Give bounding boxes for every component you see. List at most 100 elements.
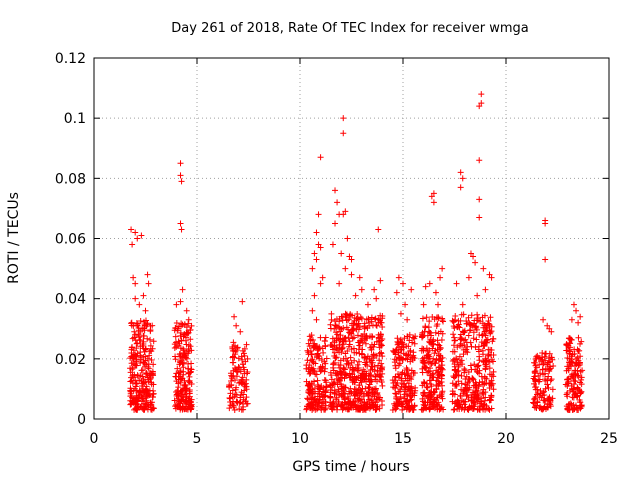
data-point	[133, 319, 140, 326]
data-point	[347, 354, 354, 361]
data-point	[389, 377, 396, 384]
data-point	[479, 332, 486, 339]
data-point	[150, 390, 157, 397]
data-point	[472, 344, 479, 351]
data-point	[377, 277, 384, 284]
data-point	[428, 360, 435, 367]
data-point	[480, 265, 487, 272]
data-point	[545, 384, 552, 391]
data-point	[227, 399, 234, 406]
data-point	[309, 307, 316, 314]
data-point	[478, 395, 485, 402]
data-point	[456, 353, 463, 360]
data-point	[345, 334, 352, 341]
data-point	[136, 301, 143, 308]
data-point	[377, 312, 384, 319]
data-point	[139, 380, 146, 387]
data-point	[187, 366, 194, 373]
data-point	[349, 401, 356, 408]
data-point	[354, 387, 361, 394]
data-point	[411, 403, 418, 410]
data-point	[467, 327, 474, 334]
data-point	[483, 402, 490, 409]
data-point	[230, 353, 237, 360]
data-point	[463, 392, 470, 399]
data-point	[310, 367, 317, 374]
data-point	[482, 357, 489, 364]
data-point	[316, 355, 323, 362]
data-point	[234, 344, 241, 351]
data-point	[178, 226, 185, 233]
data-point	[577, 403, 584, 410]
data-point	[474, 311, 481, 318]
data-point	[449, 357, 456, 364]
data-point	[187, 336, 194, 343]
data-point	[144, 271, 151, 278]
data-point	[400, 280, 406, 287]
data-point	[532, 386, 539, 393]
data-point	[568, 382, 575, 389]
data-point	[479, 381, 486, 388]
data-point	[394, 335, 401, 342]
data-point	[567, 375, 574, 382]
data-point	[419, 315, 426, 322]
data-point	[409, 392, 416, 399]
data-point	[307, 348, 314, 355]
data-point	[430, 398, 437, 405]
data-point	[390, 384, 397, 391]
data-point	[440, 318, 447, 325]
data-point	[572, 402, 579, 409]
data-point	[241, 352, 248, 359]
data-point	[418, 406, 425, 413]
data-point	[137, 317, 144, 324]
data-point	[421, 363, 428, 370]
data-point	[327, 404, 334, 411]
data-point	[333, 334, 340, 341]
data-point	[564, 342, 571, 349]
data-point	[460, 388, 467, 395]
data-point	[573, 394, 580, 401]
data-point	[428, 332, 435, 339]
data-point	[178, 357, 185, 364]
data-point	[465, 274, 472, 281]
data-point	[541, 403, 548, 410]
data-point	[175, 323, 182, 330]
data-point	[576, 396, 583, 403]
data-point	[572, 360, 579, 367]
data-point	[577, 340, 584, 347]
data-point	[405, 351, 412, 358]
data-point	[331, 359, 338, 366]
data-point	[176, 369, 183, 376]
data-point	[137, 337, 144, 344]
data-point	[566, 346, 573, 353]
data-point	[540, 389, 547, 396]
data-point	[419, 395, 426, 402]
data-point	[396, 344, 403, 351]
data-point	[463, 346, 470, 353]
data-point	[173, 391, 180, 398]
data-point	[182, 337, 189, 344]
data-point	[304, 403, 311, 410]
data-point	[396, 355, 403, 362]
data-point	[450, 356, 457, 363]
data-point	[349, 377, 356, 384]
data-point	[368, 314, 375, 321]
data-point	[478, 100, 485, 107]
data-point	[320, 349, 327, 356]
data-point	[406, 386, 413, 393]
data-point	[451, 324, 458, 331]
data-point	[142, 345, 149, 352]
data-point	[322, 334, 329, 341]
data-point	[335, 399, 342, 406]
data-point	[127, 388, 134, 395]
data-point	[326, 381, 333, 388]
data-point	[366, 378, 373, 384]
data-point	[132, 295, 139, 302]
data-point	[393, 357, 400, 364]
data-point	[178, 178, 185, 185]
data-point	[369, 402, 376, 409]
data-point	[127, 365, 134, 372]
data-point	[426, 280, 433, 287]
data-point	[392, 406, 399, 413]
data-point	[409, 339, 416, 346]
